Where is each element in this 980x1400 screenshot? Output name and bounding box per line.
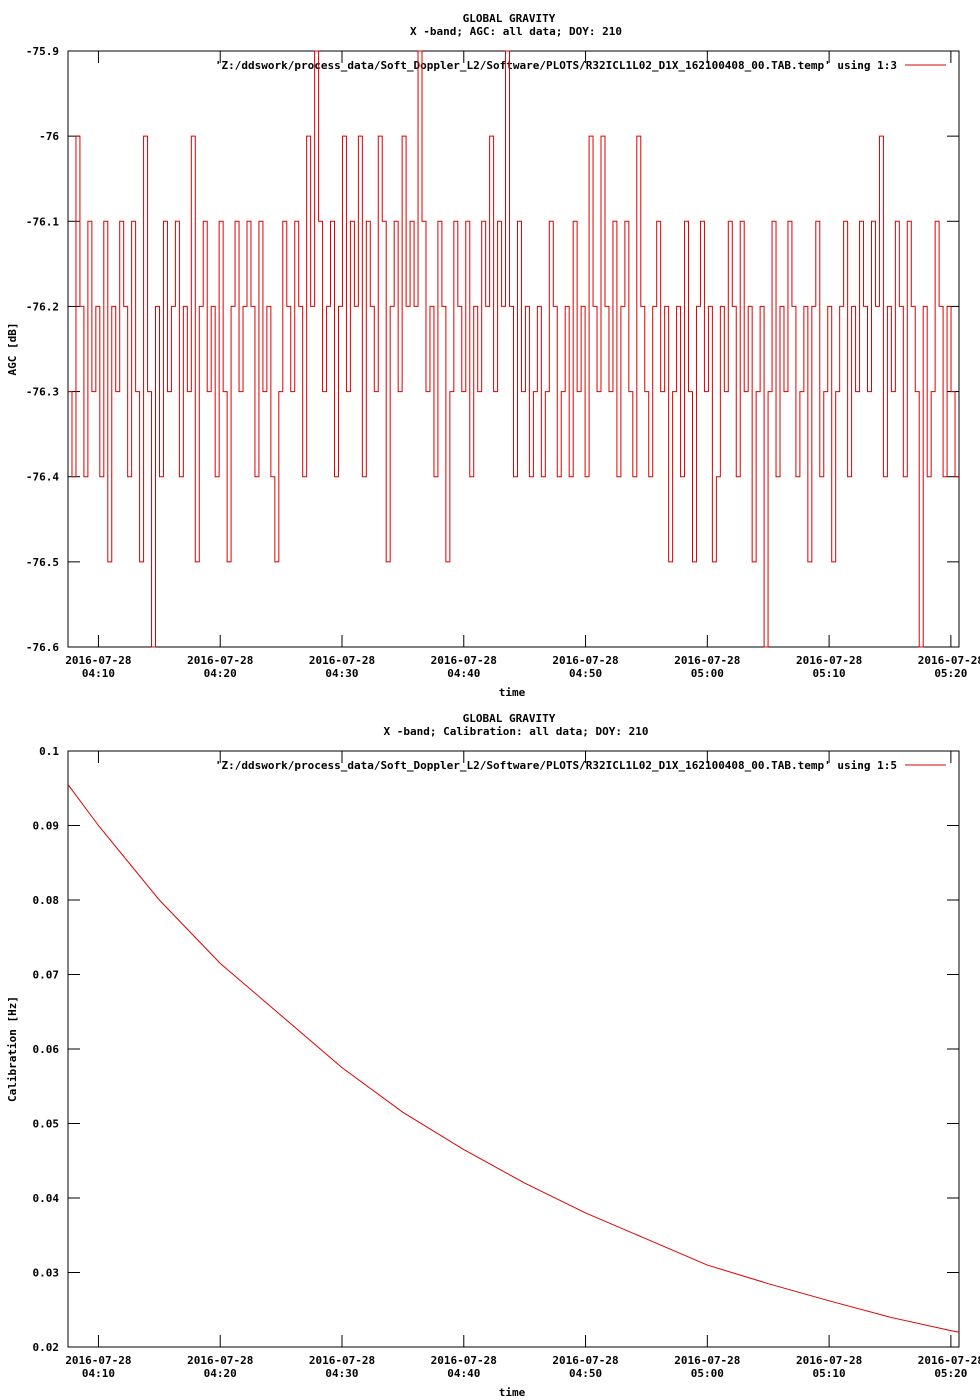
legend-label: 'Z:/ddswork/process_data/Soft_Doppler_L2… [215, 59, 897, 72]
plot-area [67, 784, 960, 1333]
x-tick-time: 04:20 [204, 1367, 237, 1380]
plot-area [68, 50, 959, 648]
x-tick-time: 04:30 [325, 1367, 358, 1380]
x-axis-ticks: 2016-07-2804:102016-07-2804:202016-07-28… [65, 751, 980, 1380]
x-tick-time: 04:50 [569, 667, 602, 680]
y-tick-label: 0.08 [33, 894, 60, 907]
x-tick-time: 05:10 [813, 667, 846, 680]
x-axis-ticks: 2016-07-2804:102016-07-2804:202016-07-28… [65, 51, 980, 680]
chart-title: GLOBAL GRAVITY [463, 12, 556, 25]
x-tick-date: 2016-07-28 [674, 654, 740, 667]
y-tick-label: -76.2 [26, 300, 59, 313]
x-tick-date: 2016-07-28 [431, 1354, 497, 1367]
x-tick-date: 2016-07-28 [431, 654, 497, 667]
legend-label: 'Z:/ddswork/process_data/Soft_Doppler_L2… [215, 759, 897, 772]
x-tick-time: 05:10 [813, 1367, 846, 1380]
y-tick-label: -76.4 [26, 471, 59, 484]
x-tick-date: 2016-07-28 [796, 1354, 862, 1367]
x-axis-label: time [499, 1386, 526, 1399]
x-tick-date: 2016-07-28 [674, 1354, 740, 1367]
x-tick-time: 05:20 [934, 667, 967, 680]
calibration-chart: GLOBAL GRAVITY X -band; Calibration: all… [6, 712, 980, 1399]
x-tick-time: 04:10 [82, 667, 115, 680]
x-tick-date: 2016-07-28 [187, 1354, 253, 1367]
x-tick-time: 04:30 [325, 667, 358, 680]
x-tick-time: 04:20 [204, 667, 237, 680]
x-tick-date: 2016-07-28 [187, 654, 253, 667]
x-tick-time: 04:40 [447, 1367, 480, 1380]
x-tick-date: 2016-07-28 [65, 1354, 131, 1367]
y-axis-label: AGC [dB] [6, 323, 19, 376]
x-tick-date: 2016-07-28 [918, 1354, 980, 1367]
x-tick-time: 04:40 [447, 667, 480, 680]
chart-subtitle: X -band; Calibration: all data; DOY: 210 [384, 725, 649, 738]
y-tick-label: 0.07 [33, 969, 60, 982]
x-tick-date: 2016-07-28 [65, 654, 131, 667]
y-tick-label: 0.03 [33, 1267, 60, 1280]
y-tick-label: 0.05 [33, 1118, 60, 1131]
y-tick-label: 0.02 [33, 1341, 60, 1354]
legend: 'Z:/ddswork/process_data/Soft_Doppler_L2… [215, 759, 946, 772]
x-tick-date: 2016-07-28 [309, 654, 375, 667]
x-axis-label: time [499, 686, 526, 699]
x-tick-time: 04:10 [82, 1367, 115, 1380]
y-tick-label: 0.1 [39, 745, 59, 758]
calibration-series-line [67, 784, 960, 1333]
chart-subtitle: X -band; AGC: all data; DOY: 210 [410, 25, 622, 38]
x-tick-date: 2016-07-28 [309, 1354, 375, 1367]
y-axis-ticks: 0.1 0.09 0.08 0.07 0.06 0.05 0.04 0.03 0.02 [33, 745, 959, 1354]
y-tick-label: -76 [39, 130, 59, 143]
y-tick-label: -76.1 [26, 215, 59, 228]
y-tick-label: 0.04 [33, 1192, 60, 1205]
x-tick-time: 04:50 [569, 1367, 602, 1380]
y-tick-label: 0.06 [33, 1043, 60, 1056]
chart-title: GLOBAL GRAVITY [463, 712, 556, 725]
x-tick-date: 2016-07-28 [918, 654, 980, 667]
agc-chart: GLOBAL GRAVITY X -band; AGC: all data; D… [6, 12, 980, 699]
legend: 'Z:/ddswork/process_data/Soft_Doppler_L2… [215, 59, 946, 72]
y-tick-label: 0.09 [33, 820, 60, 833]
x-tick-time: 05:00 [691, 667, 724, 680]
y-axis-ticks: -75.9 -76 -76.1 -76.2 -76.3 -76.4 -76.5 -76.6 [26, 45, 959, 654]
plot-frame [67, 750, 960, 1348]
x-tick-date: 2016-07-28 [552, 1354, 618, 1367]
plot-frame [67, 50, 960, 648]
y-tick-label: -76.3 [26, 386, 59, 399]
y-tick-label: -75.9 [26, 45, 59, 58]
x-tick-date: 2016-07-28 [796, 654, 862, 667]
y-axis-label: Calibration [Hz] [6, 996, 19, 1102]
y-tick-label: -76.5 [26, 556, 59, 569]
x-tick-date: 2016-07-28 [552, 654, 618, 667]
x-tick-time: 05:00 [691, 1367, 724, 1380]
y-tick-label: -76.6 [26, 641, 59, 654]
x-tick-time: 05:20 [934, 1367, 967, 1380]
agc-series-line [68, 50, 959, 648]
